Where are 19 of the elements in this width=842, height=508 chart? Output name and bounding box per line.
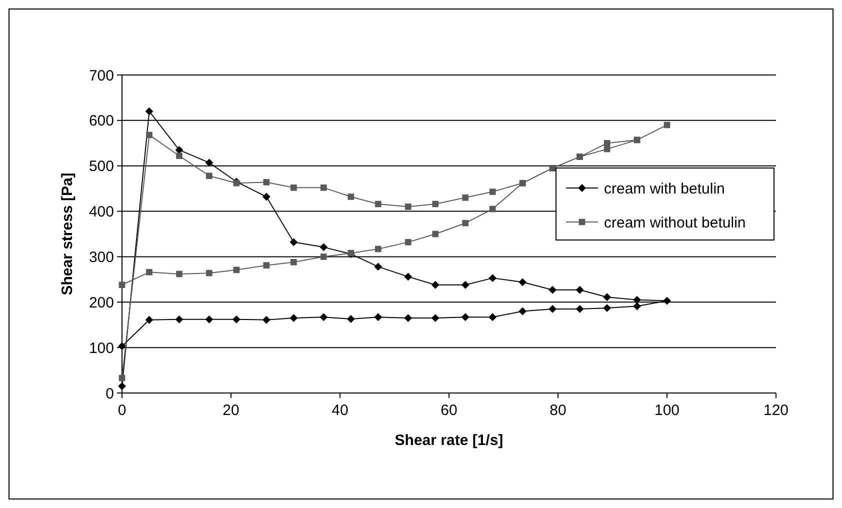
y-tick-label: 300 <box>88 248 114 266</box>
legend-label: cream with betulin <box>604 180 725 198</box>
y-tick-label: 200 <box>88 294 114 312</box>
y-tick-label: 600 <box>88 112 114 130</box>
x-tick-label: 80 <box>550 402 566 419</box>
y-tick-label: 500 <box>88 158 114 176</box>
x-tick-label: 40 <box>332 402 348 419</box>
legend-label: cream without betulin <box>604 214 746 232</box>
y-tick-label: 100 <box>88 340 114 357</box>
x-tick-label: 120 <box>763 402 789 419</box>
x-tick-label: 60 <box>440 402 458 419</box>
y-tick-label: 400 <box>88 204 114 221</box>
x-tick-label: 20 <box>222 402 240 419</box>
y-tick-label: 0 <box>106 385 114 402</box>
x-axis-title: Shear rate [1/s] <box>394 432 504 449</box>
x-tick-label: 100 <box>654 402 680 419</box>
x-tick-label: 0 <box>118 402 126 419</box>
y-axis-title: Shear stress [Pa] <box>59 172 76 296</box>
y-tick-label: 700 <box>88 67 114 84</box>
